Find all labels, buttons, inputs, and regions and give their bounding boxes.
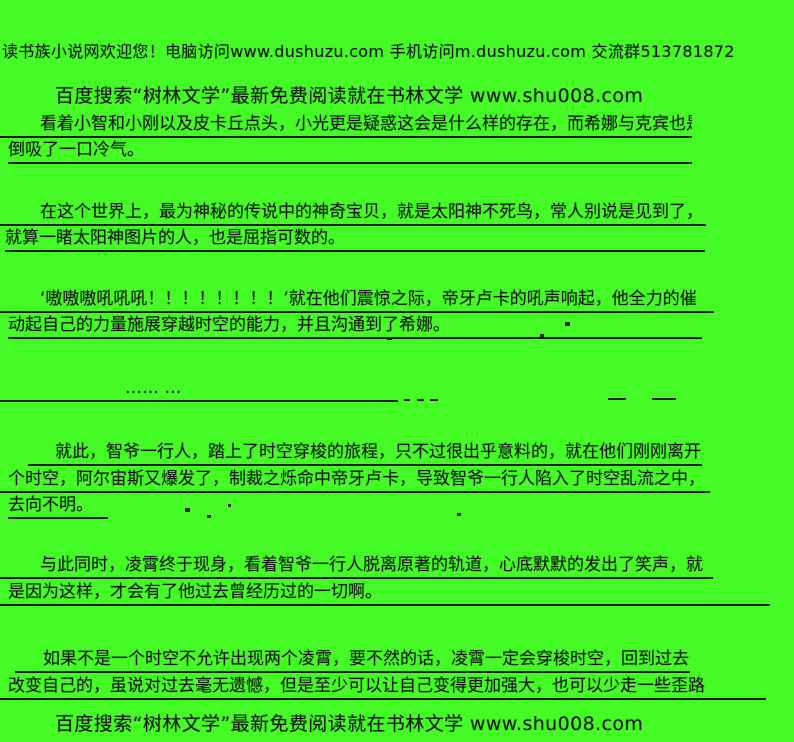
novel-text-line: 改变自己的，虽说对过去毫无遗憾，但是至少可以让自己变得更加强大，也可以少走一些歪… — [0, 675, 766, 700]
underline-dash — [608, 398, 626, 400]
novel-text-line-ellipsis: …… … — [0, 377, 398, 402]
novel-text-line: 是因为这样，才会有了他过去曾经历过的一切啊。 — [0, 581, 770, 606]
noise-speck — [540, 334, 544, 337]
noise-speck — [185, 508, 190, 512]
promo-banner-bottom: 百度搜索“树林文学”最新免费阅读就在书林文学 www.shu008.com — [55, 713, 644, 735]
noise-speck — [565, 322, 570, 326]
novel-text-line: 就此，智爷一行人，踏上了时空穿梭的旅程，只不过很出乎意料的，就在他们刚刚离开这 — [28, 441, 702, 466]
noise-speck — [228, 504, 231, 507]
promo-banner-top: 百度搜索“树林文学”最新免费阅读就在书林文学 www.shu008.com — [55, 85, 644, 107]
noise-speck — [387, 337, 392, 340]
noise-speck — [207, 515, 211, 518]
noise-speck — [457, 513, 461, 516]
novel-text-line: 与此同时，凌霄终于现身，看着智爷一行人脱离原著的轨道，心底默默的发出了笑声，就 — [0, 554, 713, 579]
novel-text-line: 在这个世界上，最为神秘的传说中的神奇宝贝，就是太阳神不死鸟，常人别说是见到了， — [0, 201, 706, 226]
site-welcome-text: 读书族小说网欢迎您！电脑访问www.dushuzu.com 手机访问m.dush… — [2, 42, 735, 61]
novel-text-line: ‘嗷嗷嗷吼吼吼！！！！！！！！’就在他们震惊之际，帝牙卢卡的吼声响起，他全力的催 — [0, 288, 714, 313]
novel-text-line: 就算一睹太阳神图片的人，也是屈指可数的。 — [5, 227, 705, 252]
novel-text-line: 去向不明。 — [8, 494, 108, 519]
underline-dash — [404, 399, 410, 401]
underline-dash — [430, 399, 438, 401]
novel-text-line: 动起自己的力量施展穿越时空的能力，并且沟通到了希娜。 — [8, 314, 702, 339]
novel-text-line: 倒吸了一口冷气。 — [8, 139, 692, 164]
underline-dash — [417, 399, 424, 401]
novel-text-line: 看着小智和小刚以及皮卡丘点头，小光更是疑惑这会是什么样的存在，而希娜与克宾也是 — [0, 113, 692, 138]
novel-text-line: 个时空，阿尔宙斯又爆发了，制裁之烁命中帝牙卢卡，导致智爷一行人陷入了时空乱流之中… — [0, 468, 710, 493]
novel-text-line: 如果不是一个时空不允许出现两个凌霄，要不然的话，凌霄一定会穿梭时空，回到过去去 — [15, 648, 690, 673]
underline-dash — [652, 398, 676, 400]
